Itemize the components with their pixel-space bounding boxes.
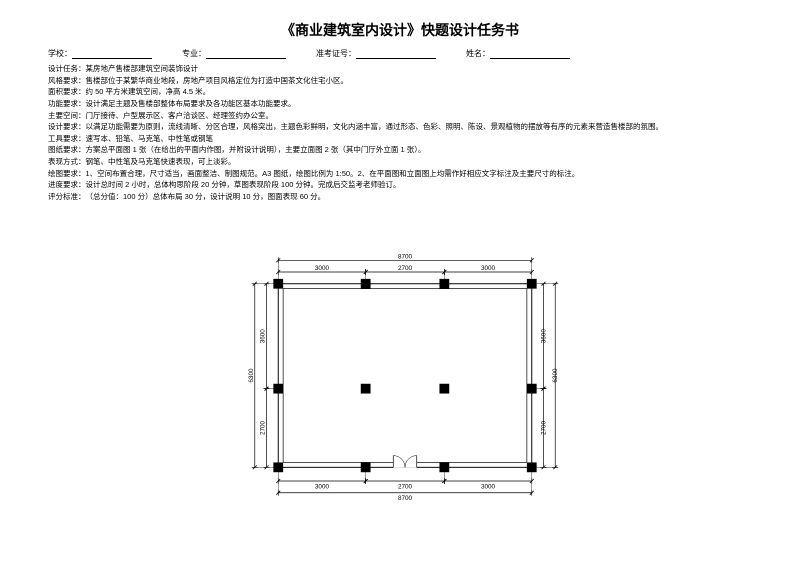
spec-label: 风格要求： <box>48 75 86 87</box>
spec-val: 设计总时间 2 小时，总体构思阶段 20 分钟，草图表现阶段 100 分钟。完成… <box>86 179 401 191</box>
form-row: 学校： 专业： 准考证号： 姓名： <box>0 48 800 59</box>
spec-val: 售楼部位于某繁华商业地段，房地产项目风格定位为打造中国茶文化住宅小区。 <box>86 75 349 87</box>
spec-val: 钢笔、中性笔及马克笔快速表现，可上淡彩。 <box>86 156 236 168</box>
svg-text:3600: 3600 <box>540 329 547 344</box>
spec-val: 方案总平面图 1 张（在给出的平面内作图，并附设计说明），主要立面图 2 张（其… <box>86 144 426 156</box>
spec-label: 功能要求： <box>48 98 86 110</box>
svg-text:3000: 3000 <box>481 483 496 490</box>
svg-text:3600: 3600 <box>260 329 267 344</box>
spec-val: 门厅接待、户型展示区、客户洽谈区、经理签约办公室。 <box>86 110 274 122</box>
school-field: 学校： <box>48 48 152 59</box>
spec-label: 绘图要求： <box>48 168 86 180</box>
spec-val: （总分值：100 分）总体布局 30 分，设计说明 10 分，图面表现 60 分… <box>86 191 326 203</box>
svg-text:2700: 2700 <box>260 420 267 435</box>
floorplan-diagram: 8700 3000 2700 3000 3000 2700 3000 8700 3600 2700… <box>245 235 565 575</box>
spec-val: 设计满足主题及售楼部整体布局要求及各功能区基本功能要求。 <box>86 98 296 110</box>
svg-text:8700: 8700 <box>398 495 413 502</box>
spec-val: 某房地产售楼部建筑空间装饰设计 <box>86 63 199 75</box>
spec-label: 面积要求： <box>48 86 86 98</box>
spec-label: 评分标准： <box>48 191 86 203</box>
spec-label: 主要空间： <box>48 110 86 122</box>
spec-label: 图纸要求： <box>48 144 86 156</box>
major-field: 专业： <box>182 48 286 59</box>
svg-text:8700: 8700 <box>398 253 413 260</box>
name-field: 姓名： <box>466 48 570 59</box>
spec-label: 设计任务： <box>48 63 86 75</box>
svg-text:3000: 3000 <box>481 265 496 272</box>
spec-label: 设计要求： <box>48 121 86 133</box>
svg-text:3000: 3000 <box>315 483 330 490</box>
svg-text:6300: 6300 <box>248 368 255 383</box>
spec-val: 速写本、铅笔、马克笔、中性笔或钢笔 <box>86 133 214 145</box>
spec-val: 1、空间布置合理，尺寸适当，画面整洁、制图规范。A3 图纸，绘图比例为 1:50… <box>86 168 580 180</box>
spec-val: 约 50 平方米建筑空间，净高 4.5 米。 <box>86 86 211 98</box>
svg-text:2700: 2700 <box>398 265 413 272</box>
svg-text:2700: 2700 <box>540 420 547 435</box>
page-title: 《商业建筑室内设计》快题设计任务书 <box>0 20 800 40</box>
svg-text:2700: 2700 <box>398 483 413 490</box>
exam-field: 准考证号： <box>316 48 436 59</box>
spec-label: 进度要求： <box>48 179 86 191</box>
spec-list: 设计任务：某房地产售楼部建筑空间装饰设计 风格要求：售楼部位于某繁华商业地段，房… <box>0 63 800 203</box>
spec-val: 以满足功能需要为原则，流线清晰、分区合理，风格突出，主题色彩鲜明，文化内涵丰富，… <box>86 121 664 133</box>
spec-label: 工具要求： <box>48 133 86 145</box>
svg-text:6300: 6300 <box>552 368 559 383</box>
spec-label: 表现方式： <box>48 156 86 168</box>
svg-text:3000: 3000 <box>315 265 330 272</box>
